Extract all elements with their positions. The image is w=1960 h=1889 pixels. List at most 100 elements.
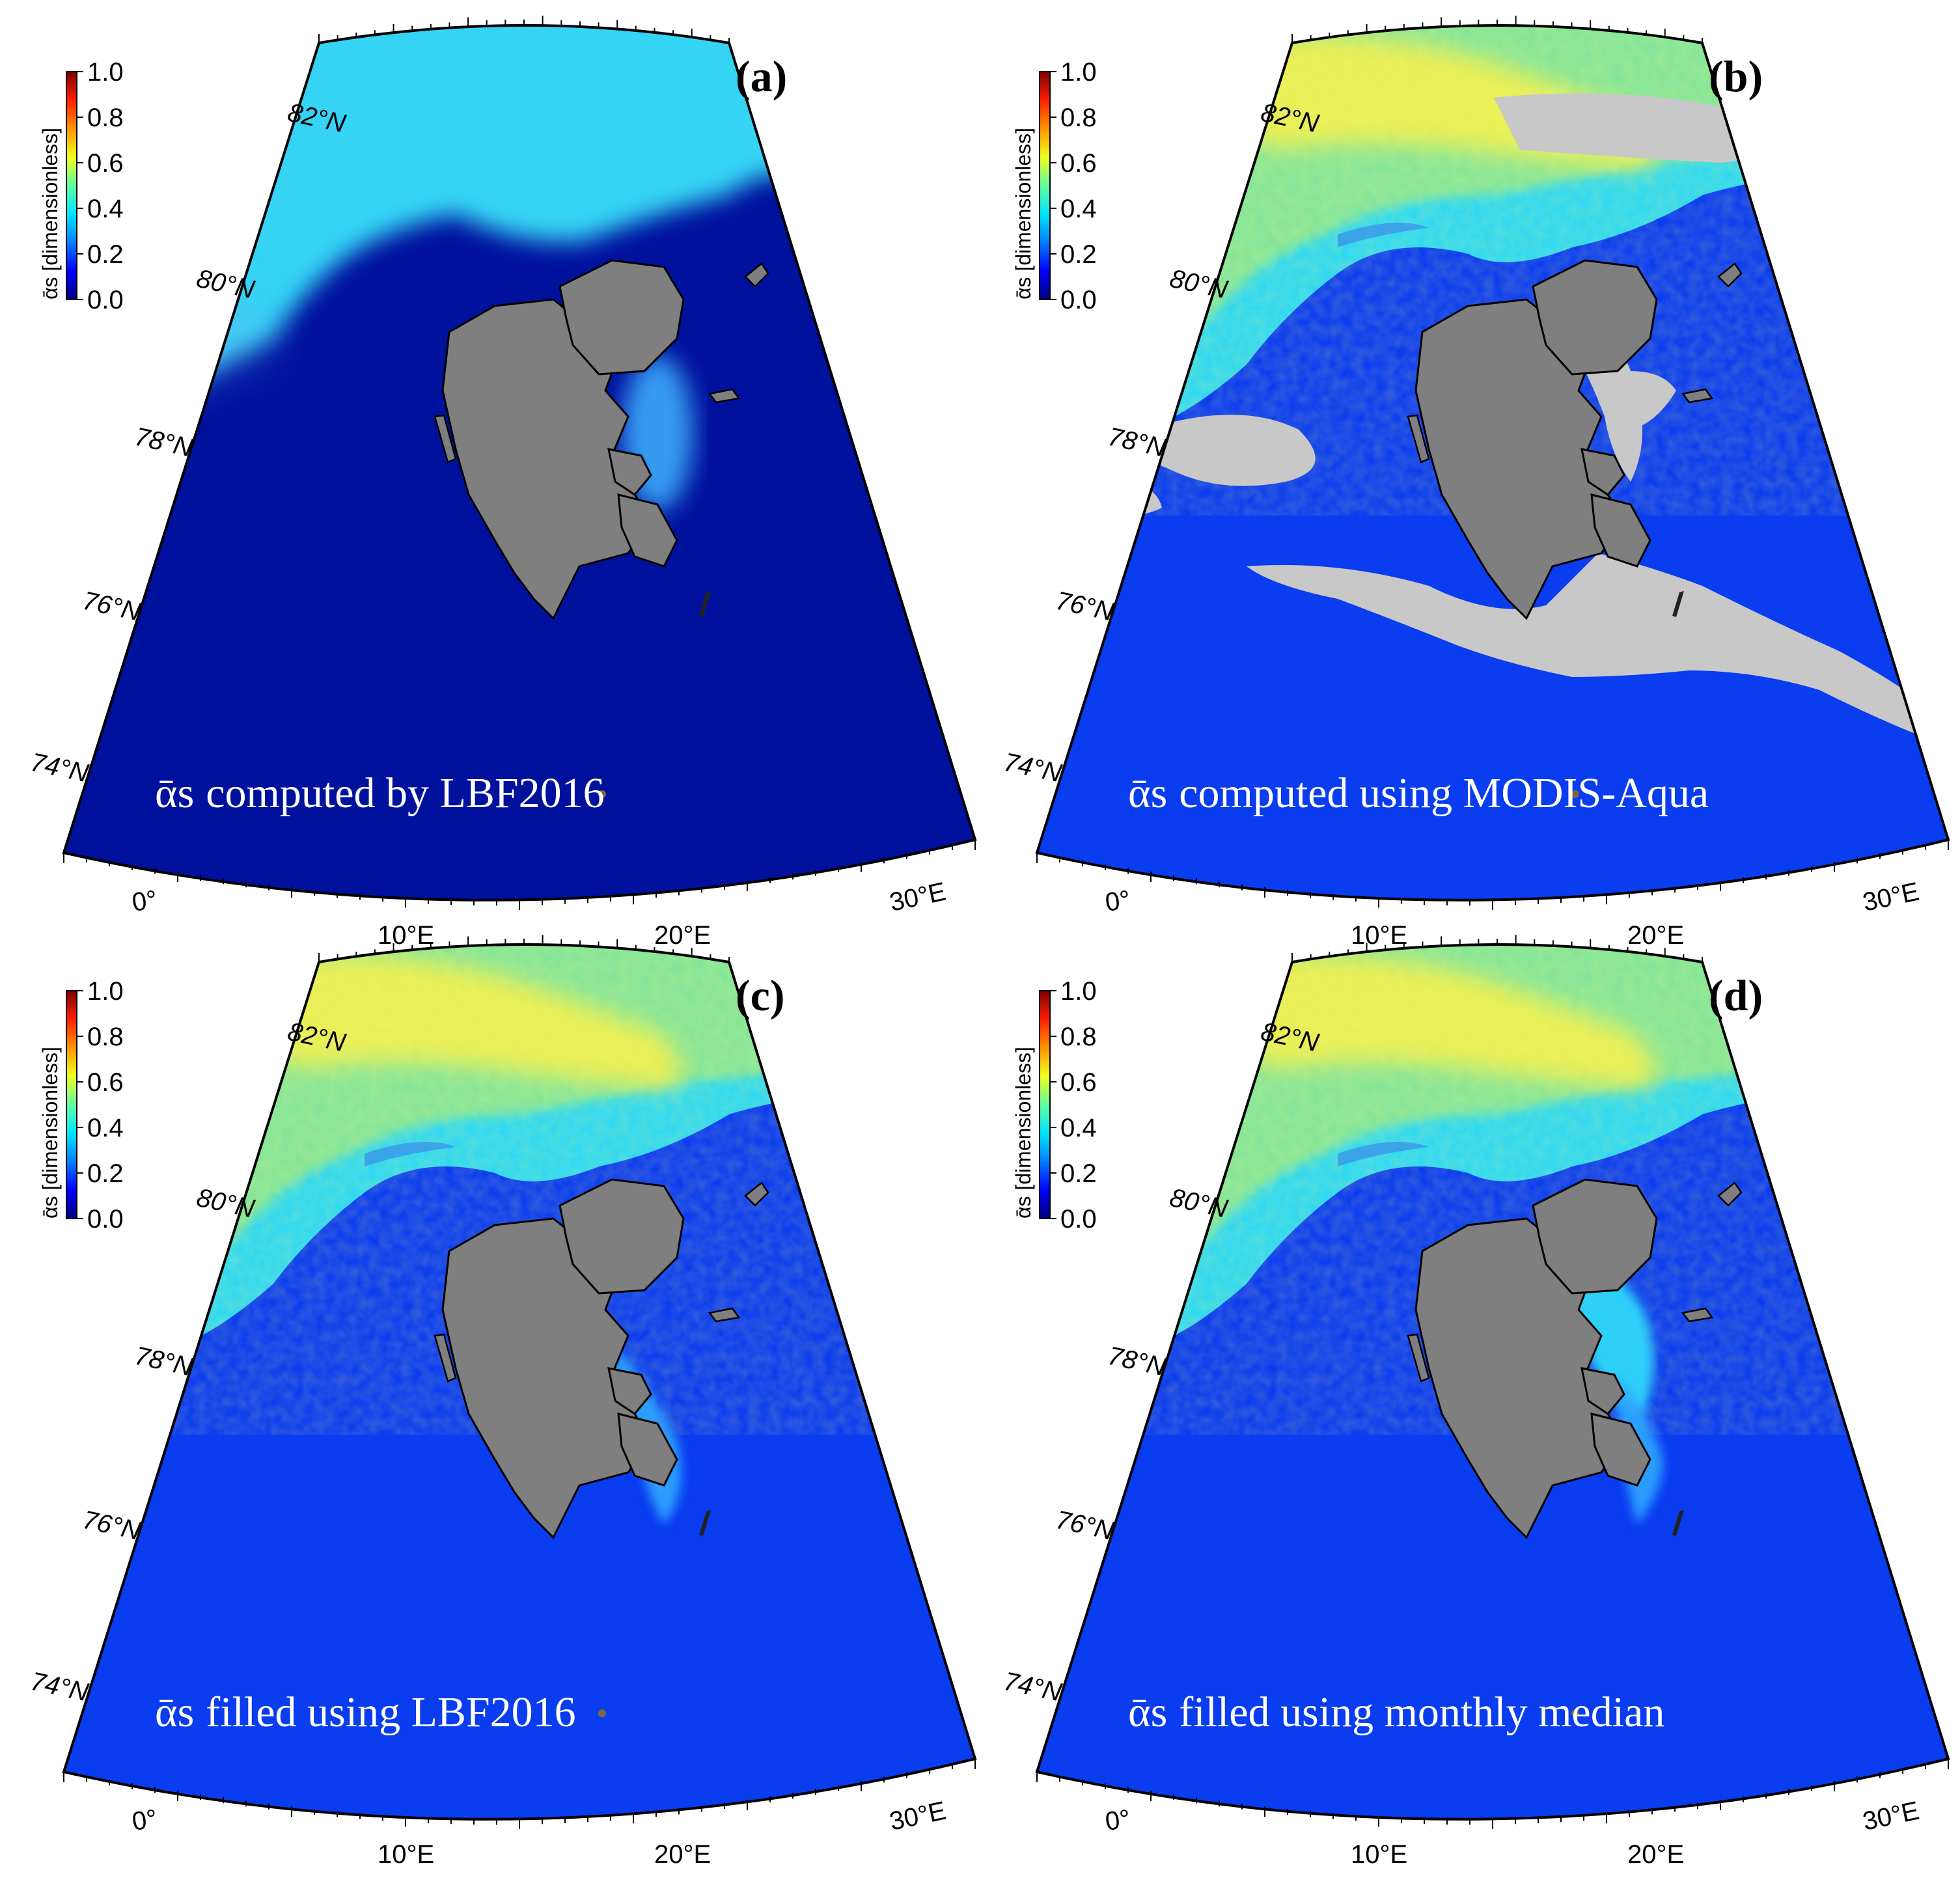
colorbar-tick-label: 1.0 [87,58,124,87]
panel-label: (b) [1709,51,1763,101]
map-panel: 82°N80°N78°N76°N74°N0°10°E 20°E30°E0.00.2… [28,16,977,950]
panel-label: (d) [1709,971,1763,1020]
colorbar-tick-label: 0.0 [1060,286,1097,314]
barentsoya-island [1580,448,1625,496]
kvitoya-island [1717,262,1743,288]
lon-label: 0° [1103,885,1132,917]
colorbar-bar [1039,71,1051,300]
kong-karls-land [708,1307,741,1323]
panel-caption: ᾱs filled using LBF2016 [155,1689,576,1736]
edgeoya-island [617,1413,678,1487]
colorbar-tick-label: 0.4 [87,195,124,223]
no-data-patch [1084,538,1123,562]
colorbar-tick-label: 0.6 [87,149,124,178]
lat-label: 76°N [1053,586,1116,627]
hopen-island [699,1510,711,1536]
kong-karls-land [1681,388,1714,404]
kong-karls-land [1681,1307,1714,1323]
colorbar-tick-label: 0.6 [87,1068,124,1097]
lat-label: 74°N [28,748,91,788]
bjornoya-island [1571,790,1579,798]
channel-ice [1566,1258,1653,1414]
no-data-patch [1149,415,1316,486]
colorbar-bar [1039,990,1051,1219]
lon-label: 0° [1103,1804,1132,1836]
kong-karls-land [708,388,741,404]
lat-label: 76°N [1053,1506,1116,1546]
colorbar-tick-label: 0.0 [87,1205,124,1234]
edgeoya-island [617,493,678,568]
lat-label: 74°N [1001,1667,1064,1707]
colorbar-tick-label: 0.2 [87,1159,124,1188]
lat-label: 76°N [80,586,143,627]
bjornoya-island [1571,1709,1579,1717]
colorbar-tick-label: 0.0 [1060,1205,1097,1234]
caption-text: filled using LBF2016 [206,1689,575,1736]
map-frame [62,24,977,902]
lat-label: 78°N [1105,1342,1168,1382]
panel-caption: ᾱs computed using MODIS-Aqua [1128,769,1709,817]
colorbar-bar [66,990,77,1219]
caption-text: computed by LBF2016 [206,769,604,817]
lon-label: 20°E [1627,1840,1684,1869]
colorbar-tick-label: 0.8 [87,1023,124,1051]
caption-symbol: ᾱs [155,1689,194,1736]
ice-edge-detail [1338,1142,1429,1166]
barentsoya-island [607,448,652,496]
panel-caption: ᾱs filled using monthly median [1128,1689,1664,1736]
panel-label: (c) [736,971,784,1020]
lon-label: 20°E [654,921,711,950]
caption-symbol: ᾱs [155,769,194,817]
lon-label: 30°E [887,877,948,917]
no-data-patch [1247,553,1937,742]
lat-label: 78°N [132,422,195,463]
colorbar-tick-label: 0.4 [1060,195,1097,223]
map-frame [1035,24,1950,902]
map-panel: 82°N80°N78°N76°N74°N0°10°E 20°E30°E0.00.2… [1001,16,1950,950]
lon-label: 10°E [378,921,434,950]
colorbar-title: ᾱs [dimensionless] [38,128,62,299]
colorbar-tick-label: 0.8 [1060,1023,1097,1051]
lon-label: 10°E [1351,921,1407,950]
nordaustlandet-island [559,259,685,376]
colorbar-title: ᾱs [dimensionless] [38,1047,62,1219]
lon-label: 20°E [654,1840,711,1869]
panel-caption: ᾱs computed by LBF2016 [155,769,605,817]
edgeoya-island [1590,493,1651,568]
kvitoya-island [744,262,769,288]
edgeoya-island [1590,1413,1651,1487]
map-frame [62,943,977,1821]
no-data-patch [1839,200,1937,251]
colorbar-tick-label: 1.0 [1060,977,1097,1006]
lon-label: 20°E [1627,921,1684,950]
bjornoya-island [598,790,606,798]
caption-symbol: ᾱs [1128,1689,1167,1736]
lat-label: 74°N [1001,748,1064,788]
colorbar-tick-label: 0.2 [1060,1159,1097,1188]
hopen-island [1672,591,1684,617]
colorbar-tick-label: 0.6 [1060,149,1097,178]
lon-label: 10°E [1351,1840,1407,1869]
lon-label: 0° [130,1804,159,1836]
kvitoya-island [1717,1181,1743,1207]
forland-island [1407,1333,1430,1383]
caption-text: computed using MODIS-Aqua [1179,769,1709,817]
no-data-patch [1631,371,1676,430]
barentsoya-island [1580,1367,1625,1415]
kvitoya-island [744,1181,769,1207]
colorbar-title: ᾱs [dimensionless] [1012,1047,1035,1219]
barentsoya-island [607,1367,652,1415]
forland-island [434,1333,457,1383]
ice-edge-detail [365,1142,456,1166]
lon-label: 30°E [1860,1797,1922,1836]
map-frame [1035,943,1950,1821]
ice-edge-detail [1338,223,1429,247]
colorbar-tick-label: 0.2 [87,240,124,269]
colorbar-tick-label: 0.8 [87,103,124,132]
map-panel: 82°N80°N78°N76°N74°N0°10°E 20°E30°E0.00.2… [1001,935,1950,1869]
colorbar-tick-label: 1.0 [87,977,124,1006]
hopen-island [1672,1510,1684,1536]
colorbar-tick-label: 0.0 [87,286,124,314]
lat-label: 78°N [1105,422,1168,463]
caption-text: filled using monthly median [1179,1689,1664,1736]
